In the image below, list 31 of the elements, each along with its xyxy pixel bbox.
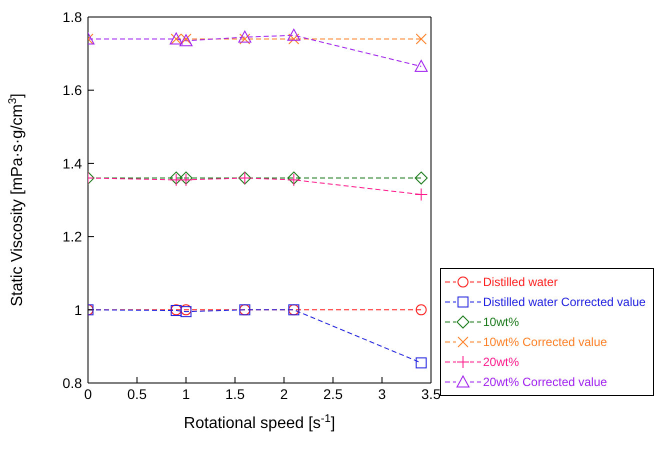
point bbox=[416, 304, 427, 316]
point bbox=[416, 357, 427, 368]
x-tick-label: 3 bbox=[378, 386, 386, 402]
x-tick-label: 1.5 bbox=[225, 386, 245, 402]
x-tick-label: 1 bbox=[182, 386, 190, 402]
y-tick-label: 1.2 bbox=[62, 228, 82, 245]
point bbox=[288, 33, 300, 44]
legend-label: 10wt% Corrected value bbox=[483, 335, 608, 349]
legend-label: 10wt% bbox=[483, 315, 520, 329]
point bbox=[239, 33, 250, 44]
y-tick-label: 1 bbox=[74, 302, 82, 318]
y-tick-label: 1.6 bbox=[62, 82, 82, 98]
point bbox=[287, 28, 300, 41]
legend-label: 20wt% Corrected value bbox=[483, 375, 608, 389]
point bbox=[414, 188, 428, 202]
point bbox=[416, 33, 427, 44]
point bbox=[414, 172, 428, 185]
x-axis-title: Rotational speed [s$^{-1}$] bbox=[184, 413, 336, 432]
x-tick-label: 3.5 bbox=[421, 386, 441, 402]
x-tick-label: 0 bbox=[84, 386, 92, 402]
legend-label: Distilled water bbox=[483, 275, 558, 289]
legend-label: 20wt% bbox=[483, 355, 520, 369]
point bbox=[238, 30, 252, 43]
x-tick-label: 2.5 bbox=[323, 386, 343, 402]
y-tick-label: 1.4 bbox=[62, 155, 82, 172]
y-tick-label: 0.8 bbox=[62, 374, 82, 391]
point bbox=[414, 60, 428, 72]
y-tick-label: 1.8 bbox=[62, 8, 82, 25]
x-tick-label: 2 bbox=[280, 386, 288, 402]
legend-label: Distilled water Corrected value bbox=[483, 295, 646, 309]
x-tick-label: 0.5 bbox=[127, 386, 147, 402]
